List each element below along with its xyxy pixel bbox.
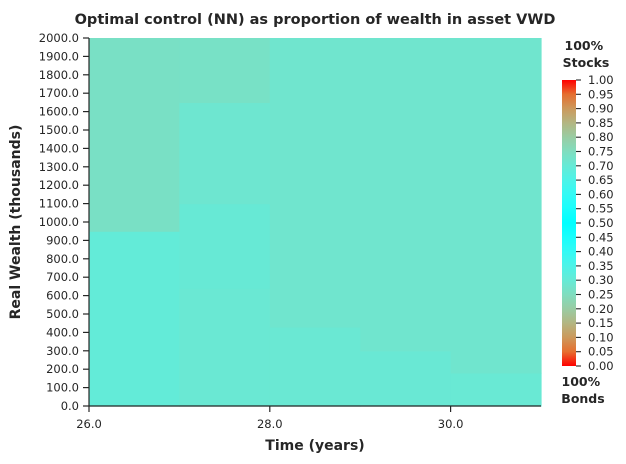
heatmap-cell xyxy=(179,203,271,289)
heatmap-cell xyxy=(89,231,180,407)
heatmap-cell xyxy=(450,372,542,407)
colorbar-top-label-line1: 100% xyxy=(565,38,604,53)
colorbar-top-label: 100% Stocks xyxy=(563,38,610,70)
colorbar-tick-label: 0.20 xyxy=(588,302,614,316)
colorbar-tick-label: 0.40 xyxy=(588,245,614,259)
y-tick-label: 100.0 xyxy=(46,381,79,395)
colorbar-tick-label: 0.90 xyxy=(588,102,614,116)
y-tick-label: 1000.0 xyxy=(39,215,79,229)
heatmap-cell xyxy=(269,326,361,407)
colorbar-top-label-line2: Stocks xyxy=(563,55,610,70)
colorbar-tick-label: 0.35 xyxy=(588,259,614,273)
y-tick-label: 1100.0 xyxy=(39,197,79,211)
x-axis: 26.0 28.0 30.0 xyxy=(76,405,541,431)
colorbar-tick-label: 0.60 xyxy=(588,187,614,201)
y-tick-label: 0.0 xyxy=(61,399,79,413)
y-tick-label: 2000.0 xyxy=(39,31,79,45)
y-axis: 0.0 100.0 200.0 300.0 400.0 500.0 600.0 700.0 80… xyxy=(39,31,90,413)
colorbar: 0.000.050.100.150.200.250.300.350.400.45… xyxy=(561,38,613,406)
colorbar-tick-label: 0.45 xyxy=(588,230,614,244)
colorbar-tick-label: 0.05 xyxy=(588,345,614,359)
y-tick-label: 1400.0 xyxy=(39,141,79,155)
colorbar-tick-label: 0.15 xyxy=(588,316,614,330)
colorbar-tick-label: 0.65 xyxy=(588,173,614,187)
colorbar-bottom-label: 100% Bonds xyxy=(561,374,604,406)
colorbar-ticks: 0.000.050.100.150.200.250.300.350.400.45… xyxy=(576,73,614,373)
colorbar-tick-label: 0.30 xyxy=(588,273,614,287)
heatmap-cell xyxy=(450,38,542,374)
colorbar-bottom-label-line2: Bonds xyxy=(561,391,604,406)
heatmap-cell xyxy=(269,38,361,328)
x-tick-label: 28.0 xyxy=(257,417,283,431)
chart-title: Optimal control (NN) as proportion of we… xyxy=(75,12,556,28)
colorbar-tick-label: 0.00 xyxy=(588,359,614,373)
heatmap-cell xyxy=(360,350,452,407)
heatmap-cell xyxy=(179,288,271,407)
y-tick-label: 1700.0 xyxy=(39,86,79,100)
heatmap-cells xyxy=(89,38,542,407)
y-tick-label: 900.0 xyxy=(46,233,79,247)
y-tick-label: 1900.0 xyxy=(39,49,79,63)
y-tick-label: 800.0 xyxy=(46,252,79,266)
heatmap-cell xyxy=(179,38,271,103)
x-tick-label: 30.0 xyxy=(438,417,464,431)
colorbar-tick-label: 0.95 xyxy=(588,87,614,101)
y-tick-label: 300.0 xyxy=(46,344,79,358)
y-tick-label: 700.0 xyxy=(46,270,79,284)
heatmap-cell xyxy=(89,38,180,232)
y-axis-label: Real Wealth (thousands) xyxy=(8,125,24,320)
y-tick-label: 1300.0 xyxy=(39,160,79,174)
colorbar-tick-label: 0.50 xyxy=(588,216,614,230)
y-tick-label: 400.0 xyxy=(46,325,79,339)
x-tick-label: 26.0 xyxy=(76,417,102,431)
x-axis-label: Time (years) xyxy=(265,438,364,454)
colorbar-tick-label: 0.85 xyxy=(588,116,614,130)
y-tick-label: 1200.0 xyxy=(39,178,79,192)
colorbar-bottom-label-line1: 100% xyxy=(562,374,601,389)
colorbar-tick-label: 0.25 xyxy=(588,288,614,302)
colorbar-gradient xyxy=(562,80,576,366)
y-tick-label: 600.0 xyxy=(46,289,79,303)
y-tick-label: 1600.0 xyxy=(39,105,79,119)
y-tick-label: 500.0 xyxy=(46,307,79,321)
y-tick-label: 1800.0 xyxy=(39,68,79,82)
y-tick-label: 1500.0 xyxy=(39,123,79,137)
colorbar-tick-label: 0.55 xyxy=(588,202,614,216)
heatmap-cell xyxy=(360,38,452,352)
y-tick-label: 200.0 xyxy=(46,362,79,376)
colorbar-tick-label: 0.75 xyxy=(588,145,614,159)
colorbar-tick-label: 0.80 xyxy=(588,130,614,144)
colorbar-tick-label: 0.10 xyxy=(588,330,614,344)
colorbar-tick-label: 0.70 xyxy=(588,159,614,173)
colorbar-tick-label: 1.00 xyxy=(588,73,614,87)
heatmap-cell xyxy=(179,102,271,205)
